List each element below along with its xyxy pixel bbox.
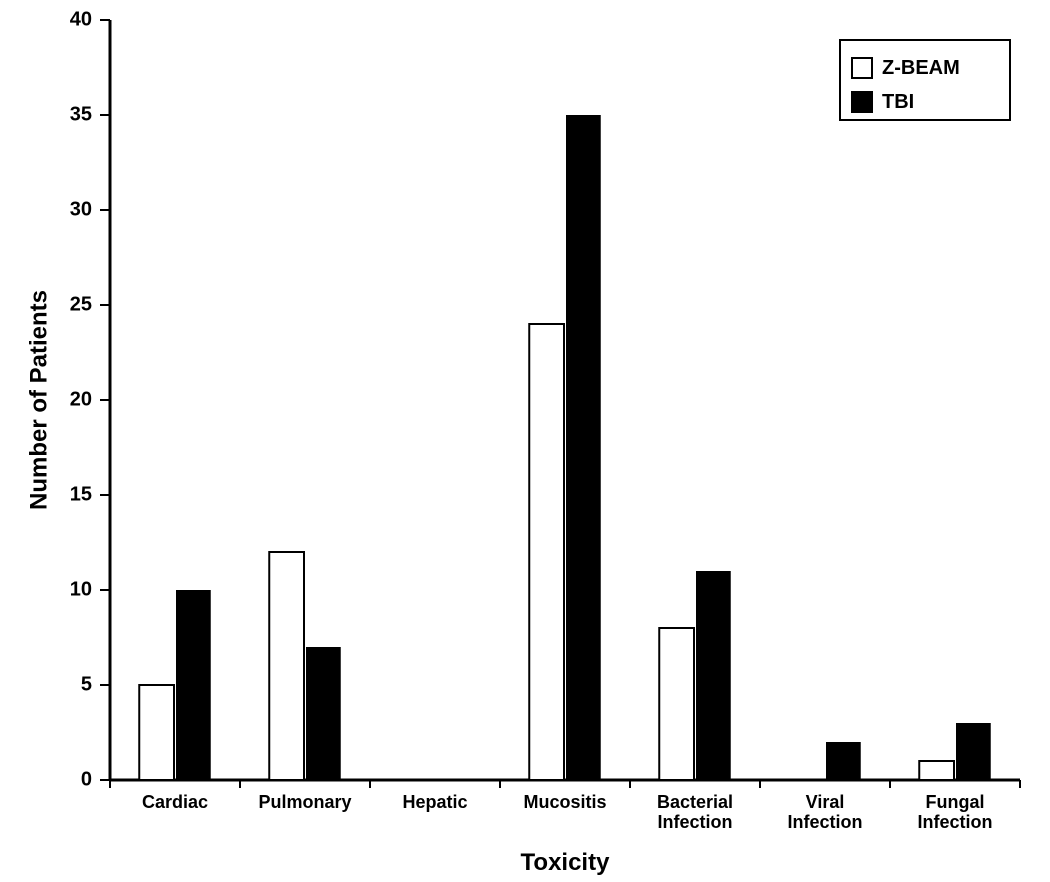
y-tick-label: 35 — [70, 103, 92, 125]
x-tick-label: Pulmonary — [258, 792, 351, 812]
y-tick-label: 10 — [70, 578, 92, 600]
bar-z-beam-fungal-infection — [919, 761, 954, 780]
legend-swatch-tbi — [852, 92, 872, 112]
toxicity-bar-chart: 0 5 10 15 20 25 30 35 40 Number of Patients Cardia… — [0, 0, 1050, 882]
bar-tbi-bacterial-infection — [696, 571, 731, 780]
y-tick-label: 25 — [70, 293, 92, 315]
bar-tbi-viral-infection — [826, 742, 861, 780]
bar-z-beam-bacterial-infection — [659, 628, 694, 780]
x-tick-label: ViralInfection — [788, 792, 863, 832]
x-tick-label: Hepatic — [402, 792, 467, 812]
x-tick-label: Mucositis — [523, 792, 606, 812]
x-axis-label: Toxicity — [521, 849, 611, 876]
bar-z-beam-mucositis — [529, 324, 564, 780]
x-tick-label: FungalInfection — [918, 792, 993, 832]
y-tick-label: 40 — [70, 8, 92, 30]
bar-tbi-cardiac — [176, 590, 211, 780]
bar-tbi-mucositis — [566, 115, 601, 780]
x-tick-label: BacterialInfection — [657, 792, 733, 832]
x-tick-label: Cardiac — [142, 792, 208, 812]
legend-label-z-beam: Z-BEAM — [882, 57, 960, 79]
y-axis-label: Number of Patients — [25, 290, 52, 510]
chart-svg: 0 5 10 15 20 25 30 35 40 Number of Patients Cardia… — [0, 0, 1050, 882]
bar-z-beam-cardiac — [139, 685, 174, 780]
bar-z-beam-pulmonary — [269, 552, 304, 780]
y-tick-label: 15 — [70, 483, 92, 505]
y-tick-label: 0 — [81, 768, 92, 790]
y-tick-label: 20 — [70, 388, 92, 410]
legend-swatch-z-beam — [852, 58, 872, 78]
legend-label-tbi: TBI — [882, 91, 914, 113]
bar-tbi-fungal-infection — [956, 723, 991, 780]
y-tick-label: 5 — [81, 673, 92, 695]
bar-tbi-pulmonary — [306, 647, 341, 780]
y-tick-label: 30 — [70, 198, 92, 220]
